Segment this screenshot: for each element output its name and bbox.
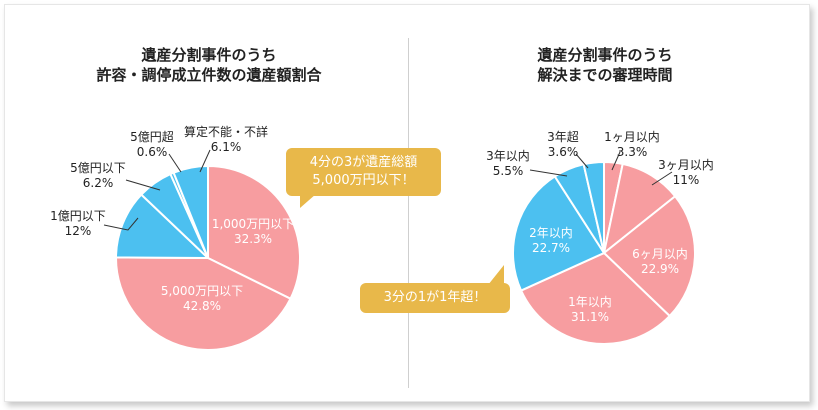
chart-divider xyxy=(408,38,409,388)
slice-value: 22.7% xyxy=(532,241,570,255)
slice-label: 1,000万円以下 xyxy=(212,217,294,231)
slice-label: 6ヶ月以内 xyxy=(632,247,688,261)
slice-label: 3年超 xyxy=(547,129,579,144)
slice-value: 42.8% xyxy=(183,299,221,313)
slice-value: 6.1% xyxy=(211,140,242,154)
pie-slice xyxy=(602,194,697,318)
left-callout-tail xyxy=(300,194,316,208)
slice-value: 6.2% xyxy=(83,176,114,190)
slice-label: 1億円以下 xyxy=(50,209,106,223)
right-callout-tail xyxy=(488,265,504,285)
pie-slice xyxy=(519,251,672,345)
slice-label: 3年以内 xyxy=(486,149,530,163)
pie-slice xyxy=(114,193,211,260)
pie-slice xyxy=(114,256,292,351)
slice-label: 5億円以下 xyxy=(70,161,126,175)
slice-value: 3.3% xyxy=(617,145,648,159)
slice-label: 2年以内 xyxy=(529,226,573,240)
right-chart-title-line-2: 解決までの審理時間 xyxy=(537,66,673,84)
left-callout-line-1: 4分の3が遺産総額 xyxy=(309,155,418,170)
right-chart-title-line-1: 遺産分割事件のうち xyxy=(537,46,673,64)
pie-slice xyxy=(582,160,605,254)
slice-value: 0.6% xyxy=(137,145,168,159)
slice-value: 31.1% xyxy=(571,310,609,324)
slice-value: 12% xyxy=(65,224,92,238)
slice-leader-line xyxy=(125,179,161,191)
left-chart-title-line-2: 許容・調停成立件数の遺産額割合 xyxy=(96,66,322,84)
slice-leader-line xyxy=(575,153,589,169)
right-callout: 3分の1が1年超！ xyxy=(360,283,510,313)
slice-label: 1年以内 xyxy=(568,295,612,309)
slice-leader-line xyxy=(168,153,182,173)
left-chart-title: 遺産分割事件のうち 許容・調停成立件数の遺産額割合 xyxy=(34,45,384,85)
pie-slice xyxy=(172,164,209,259)
slice-value: 22.9% xyxy=(641,262,679,276)
slice-leader-line xyxy=(199,149,211,173)
slice-label: 1ヶ月以内 xyxy=(604,130,660,144)
slice-label: 算定不能・不詳 xyxy=(184,124,268,139)
slice-leader-line xyxy=(103,217,139,231)
left-chart-title-line-1: 遺産分割事件のうち xyxy=(141,46,277,64)
slice-label: 3ヶ月以内 xyxy=(658,158,714,172)
slice-leader-line xyxy=(651,171,673,186)
slice-value: 11% xyxy=(673,173,700,187)
right-chart-title: 遺産分割事件のうち 解決までの審理時間 xyxy=(430,45,780,85)
slice-leader-line xyxy=(529,169,568,177)
slice-value: 5.5% xyxy=(493,164,524,178)
left-callout-line-2: 5,000万円以下！ xyxy=(312,173,415,188)
slice-label: 5億円超 xyxy=(130,129,174,144)
left-callout: 4分の3が遺産総額 5,000万円以下！ xyxy=(286,148,441,196)
slice-value: 3.6% xyxy=(548,145,579,159)
slice-label: 5,000万円以下 xyxy=(161,284,243,298)
right-callout-line-1: 3分の1が1年超！ xyxy=(383,290,487,305)
slice-value: 32.3% xyxy=(234,232,272,246)
slice-leader-line xyxy=(611,151,621,171)
pie-slice xyxy=(207,164,301,301)
pie-slice xyxy=(512,175,606,292)
